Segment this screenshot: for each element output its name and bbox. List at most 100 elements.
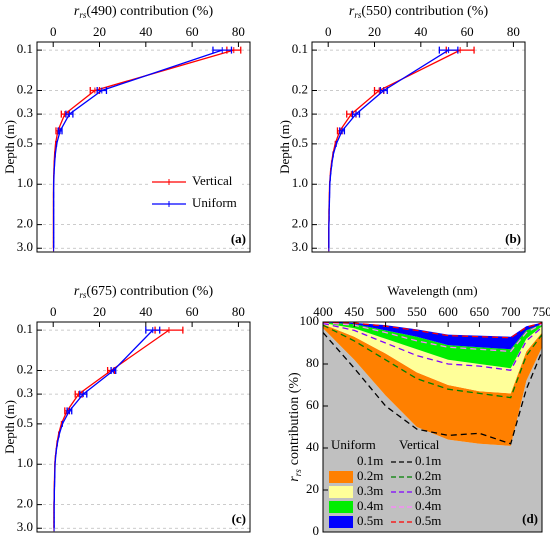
x-tick-label: 0 (325, 24, 332, 39)
legend-swatch (329, 471, 353, 483)
y-tick-label: 0.5 (17, 415, 33, 430)
legend-label: 0.2m (415, 468, 441, 483)
error-bar (65, 110, 74, 118)
plot-frame (311, 41, 526, 253)
axis-label-text: (550) contribution (%) (361, 4, 488, 19)
y-axis-label: Depth (m) (277, 120, 292, 174)
x-tick-label: 80 (507, 24, 520, 39)
y-tick-label: 0.5 (17, 135, 33, 150)
error-bar (79, 390, 88, 398)
x-tick-label: 600 (438, 304, 458, 319)
x-axis-label: Wavelength (nm) (387, 283, 477, 298)
x-tick-label: 650 (470, 304, 490, 319)
area-layer (323, 328, 542, 532)
legend-label: 0.5m (357, 513, 383, 528)
axis-label: rrs contribution (%) (287, 372, 303, 482)
x-tick-label: 20 (93, 24, 106, 39)
legend-label: 0.3m (415, 483, 441, 498)
plot-frame (36, 41, 251, 253)
legend-box (150, 170, 242, 216)
x-tick-label: 0 (50, 24, 57, 39)
x-tick-label: 400 (313, 304, 333, 319)
error-bar (379, 86, 388, 94)
x-tick-label: 700 (501, 304, 521, 319)
axis-label: rrs(550) contribution (%) (349, 4, 489, 20)
axis-label: rrs(675) contribution (%) (74, 284, 214, 300)
y-tick-label: 2.0 (17, 216, 33, 231)
legend-label: 0.2m (357, 468, 383, 483)
axis-label-subscript: rs (354, 10, 362, 20)
plot-frame (322, 321, 543, 533)
y-tick-label: 40 (306, 439, 319, 454)
panel-label: (c) (232, 511, 246, 526)
y-tick-label: 0.3 (292, 105, 308, 120)
error-bar (66, 407, 73, 415)
y-tick-label: 0.3 (17, 105, 33, 120)
dashed-boundary (322, 332, 543, 445)
x-tick-label: 80 (232, 24, 245, 39)
y-tick-label: 0.2 (17, 81, 33, 96)
axis-label-symbol: r (287, 476, 302, 482)
plot-frame (36, 321, 251, 533)
legend-swatch (329, 516, 353, 528)
y-tick-label: 0.1 (17, 321, 33, 336)
dashed-boundary (322, 321, 543, 353)
y-tick-label: 0.1 (292, 41, 308, 56)
x-tick-label: 60 (186, 304, 199, 319)
axis-label-subscript: rs (293, 469, 303, 477)
x-tick-label: 60 (461, 24, 474, 39)
y-tick-label: 1.0 (17, 175, 33, 190)
axis-label-symbol: r (349, 4, 355, 19)
y-tick-label: 60 (306, 397, 319, 412)
dashed-boundary (322, 324, 543, 399)
x-tick-label: 20 (93, 304, 106, 319)
y-tick-label: 3.0 (17, 239, 33, 254)
legend-label: Uniform (192, 195, 237, 210)
legend-label: 0.3m (357, 483, 383, 498)
area-layer (323, 323, 542, 394)
legend-header: Vertical (399, 437, 440, 452)
y-tick-label: 1.0 (17, 455, 33, 470)
x-tick-label: 20 (368, 24, 381, 39)
legend-label: 0.1m (357, 453, 383, 468)
y-tick-label: 2.0 (292, 216, 308, 231)
legend-label: Vertical (192, 173, 233, 188)
x-tick-label: 750 (532, 304, 550, 319)
x-tick-label: 40 (414, 24, 427, 39)
axis-label-text: contribution (%) (287, 372, 302, 465)
y-axis-label: Depth (m) (2, 120, 17, 174)
dashed-boundary (322, 321, 543, 339)
y-tick-label: 0.3 (17, 385, 33, 400)
x-tick-label: 60 (186, 24, 199, 39)
x-tick-label: 40 (139, 304, 152, 319)
panel-label: (d) (522, 511, 538, 526)
axis-label-symbol: r (74, 284, 80, 299)
error-bar (438, 46, 459, 54)
y-tick-label: 0.2 (292, 81, 308, 96)
plot-area (37, 42, 250, 252)
y-tick-label: 0 (313, 523, 320, 538)
x-tick-label: 40 (139, 24, 152, 39)
axis-label-text: (675) contribution (%) (86, 284, 213, 299)
legend-header: Uniform (331, 437, 376, 452)
dashed-boundary (322, 322, 543, 372)
y-axis-label: Depth (m) (2, 400, 17, 454)
y-tick-label: 1.0 (292, 175, 308, 190)
axis-label-text: (490) contribution (%) (86, 4, 213, 19)
error-bar (212, 46, 233, 54)
x-tick-label: 80 (232, 304, 245, 319)
plot-area (37, 322, 250, 532)
x-tick-label: 550 (407, 304, 427, 319)
x-tick-label: 450 (345, 304, 365, 319)
panel-label: (a) (231, 231, 246, 246)
y-tick-label: 20 (306, 481, 319, 496)
y-tick-label: 3.0 (292, 239, 308, 254)
error-bar (339, 127, 346, 135)
legend-swatch (329, 501, 353, 513)
y-tick-label: 0.1 (17, 41, 33, 56)
legend-swatch (329, 456, 353, 468)
axis-label: rrs(490) contribution (%) (74, 4, 214, 20)
x-tick-label: 500 (376, 304, 396, 319)
error-bar (145, 326, 161, 334)
